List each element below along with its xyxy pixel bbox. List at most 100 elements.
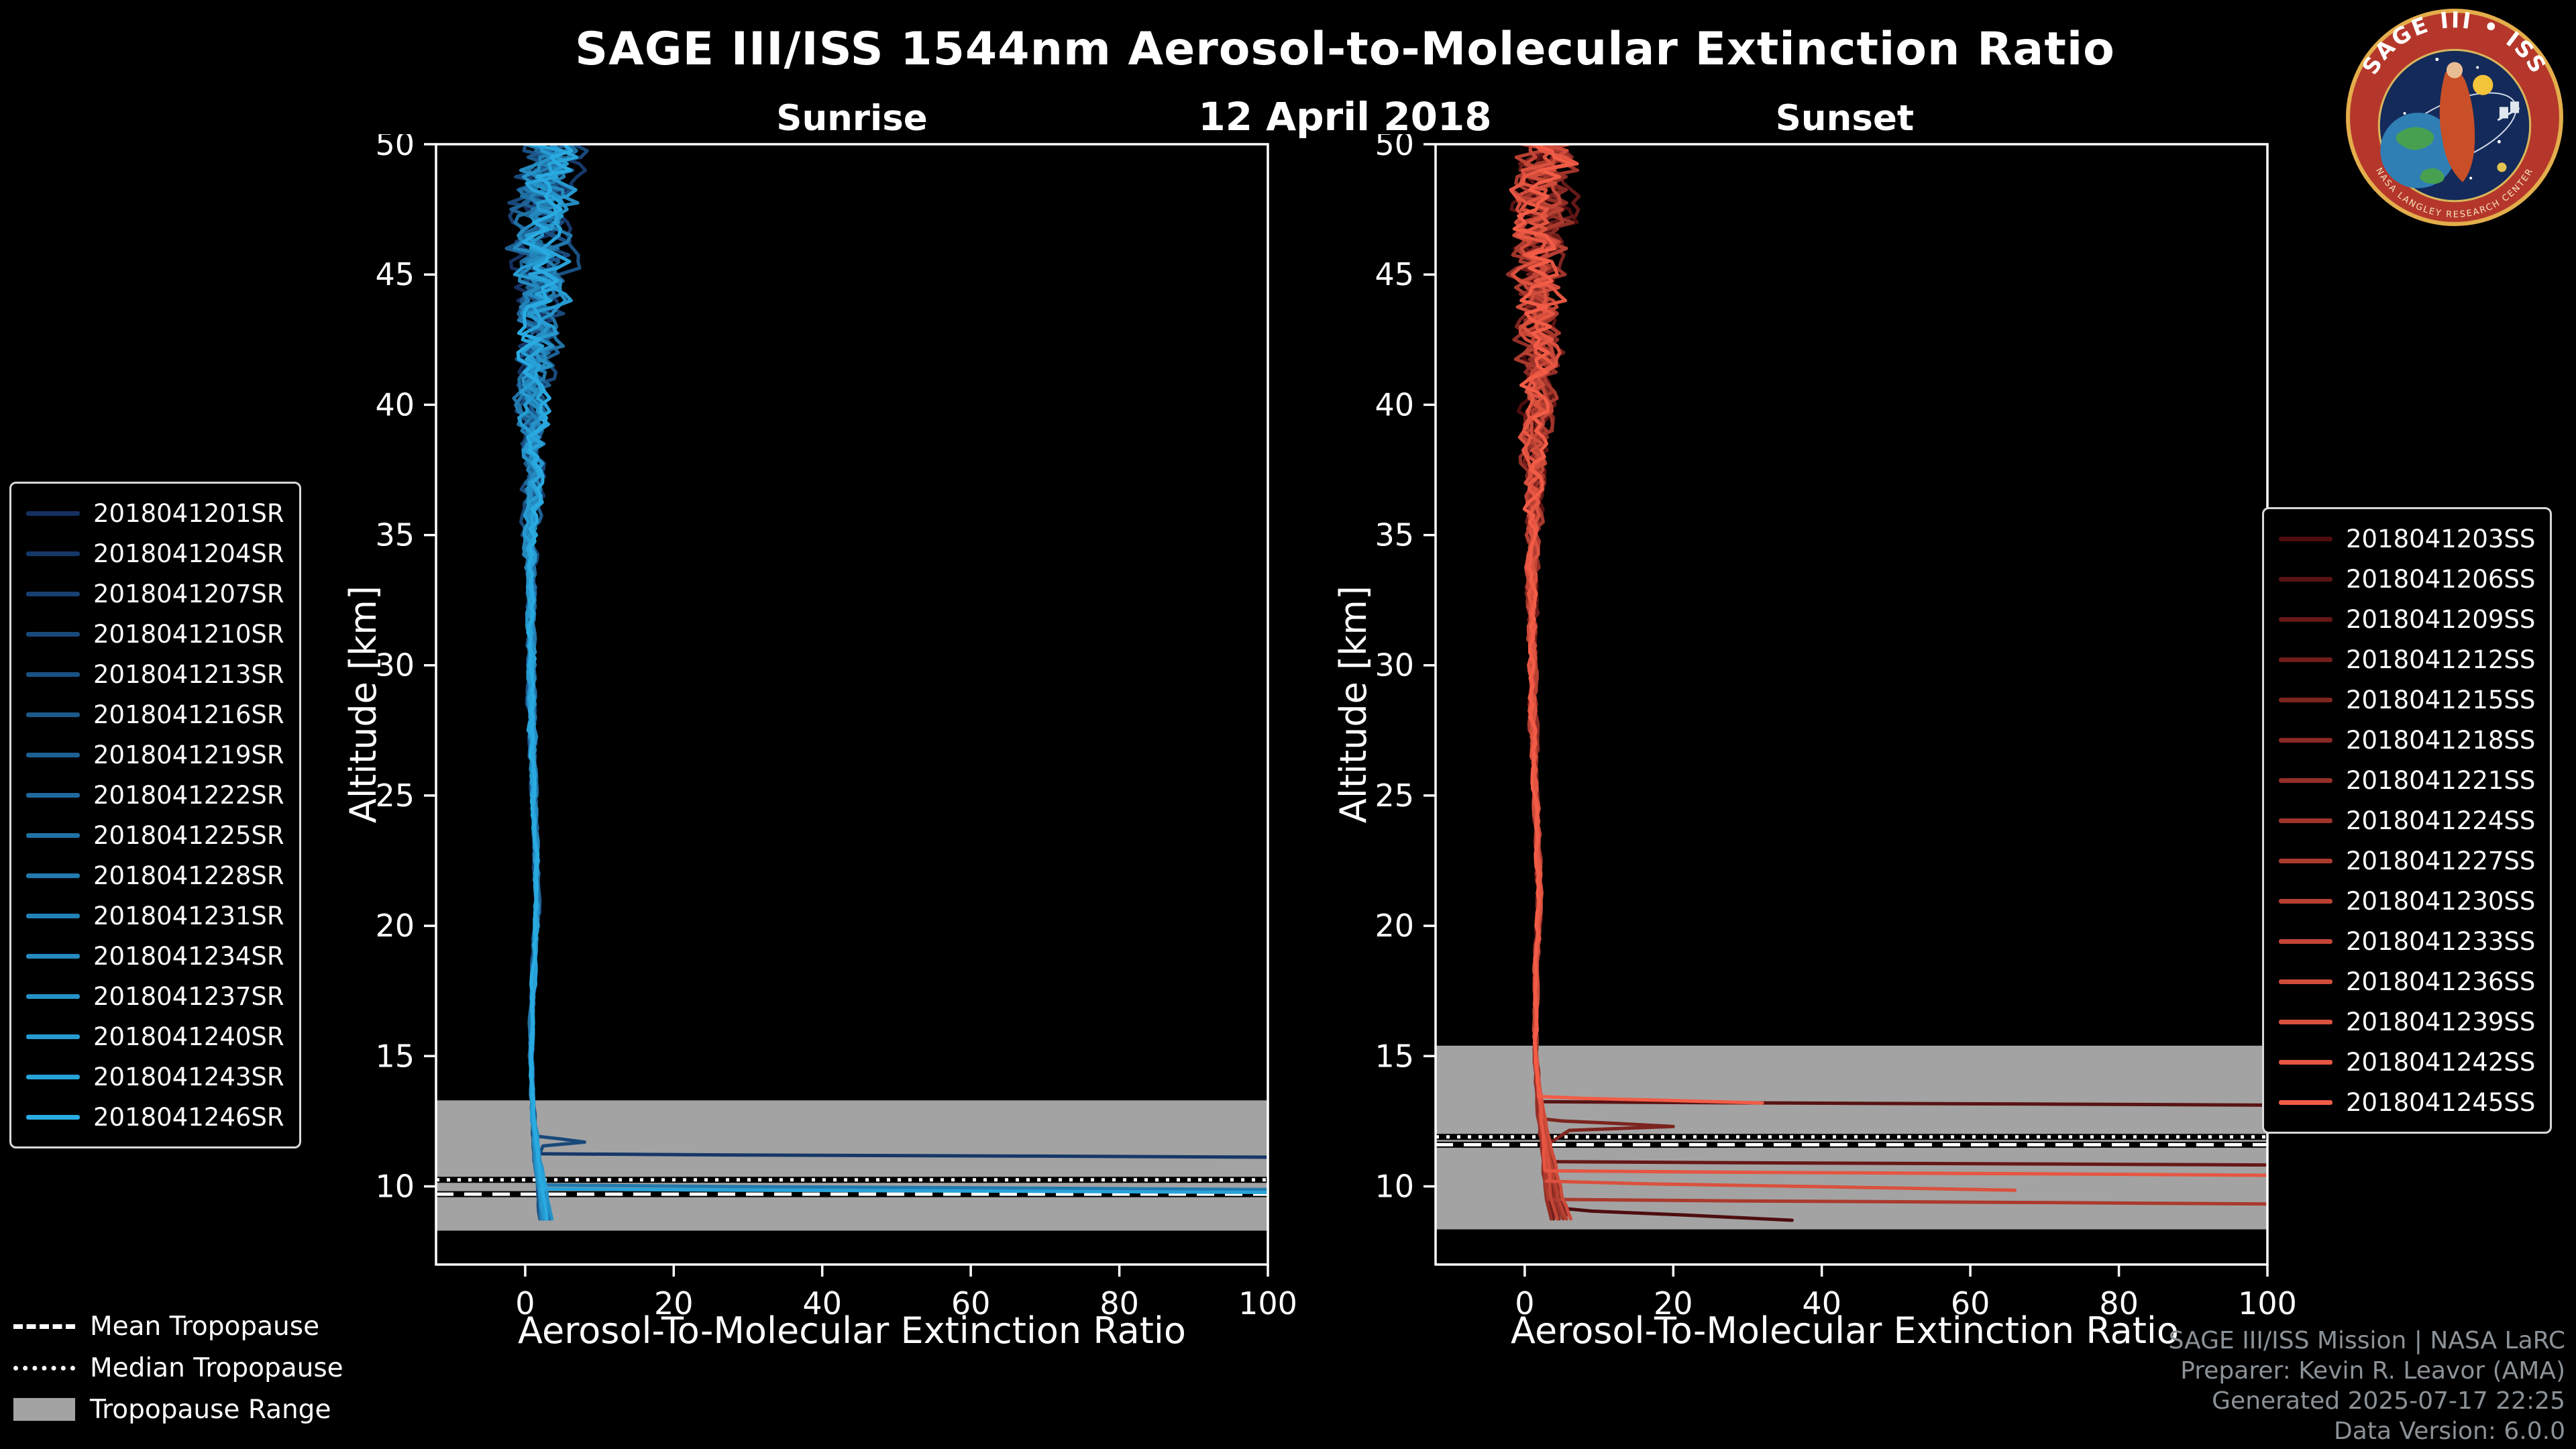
legend-item: 2018041228SR [26, 855, 284, 896]
legend-label: 2018041209SS [2346, 604, 2536, 634]
legend-label: 2018041203SS [2346, 524, 2536, 553]
legend-line-swatch [26, 833, 80, 838]
legend-line-swatch [26, 913, 80, 918]
profile-lines [1505, 144, 2267, 1222]
sunrise-y-axis-label: Altitude [km] [342, 585, 384, 824]
logo-stars [2403, 57, 2501, 180]
legend-label: 2018041221SS [2346, 765, 2536, 795]
sunrise-x-axis-label: Aerosol-To-Molecular Extinction Ratio [518, 1309, 1186, 1352]
legend-label: 2018041218SS [2346, 725, 2536, 755]
credit-preparer: Preparer: Kevin R. Leavor (AMA) [2180, 1357, 2565, 1385]
legend-item: 2018041234SR [26, 936, 284, 976]
legend-label: 2018041233SS [2346, 926, 2536, 956]
svg-text:25: 25 [1375, 777, 1414, 814]
svg-text:15: 15 [1375, 1038, 1414, 1074]
legend-line-swatch [2279, 616, 2332, 622]
tropopause-range-band [436, 1100, 1268, 1231]
legend-item: 2018041210SR [26, 614, 284, 654]
legend-label: 2018041222SR [93, 780, 284, 810]
svg-text:25: 25 [375, 777, 415, 814]
svg-text:50: 50 [1375, 134, 1414, 162]
legend-line-swatch [2279, 777, 2332, 783]
logo-moon [2497, 162, 2507, 172]
svg-text:30: 30 [375, 647, 415, 684]
svg-text:80: 80 [1099, 1285, 1139, 1322]
legend-label: 2018041236SS [2346, 967, 2536, 996]
legend-item: 2018041224SS [2279, 800, 2535, 841]
legend-label: 2018041231SR [93, 901, 284, 930]
legend-item: 2018041231SR [26, 896, 284, 936]
legend-label: 2018041243SR [93, 1062, 284, 1091]
legend-line-swatch [26, 752, 80, 757]
svg-text:80: 80 [2099, 1285, 2139, 1322]
legend-item: 2018041245SS [2279, 1082, 2535, 1122]
legend-item: 2018041230SS [2279, 881, 2535, 921]
legend-item: 2018041212SS [2279, 639, 2535, 680]
legend-item: 2018041216SR [26, 694, 284, 735]
legend-label: 2018041246SR [93, 1102, 284, 1132]
legend-item: 2018041243SR [26, 1057, 284, 1097]
figure-date: 12 April 2018 [1198, 94, 1492, 140]
legend-label: 2018041215SS [2346, 685, 2536, 714]
legend-line-swatch [2279, 697, 2332, 702]
legend-item: 2018041222SR [26, 775, 284, 815]
legend-item: 2018041203SS [2279, 519, 2535, 559]
svg-text:10: 10 [1375, 1169, 1414, 1205]
legend-item: 2018041236SS [2279, 961, 2535, 1002]
legend-label: 2018041234SR [93, 941, 284, 971]
legend-item: 2018041239SS [2279, 1002, 2535, 1042]
legend-label: 2018041228SR [93, 861, 284, 890]
x-axis: 0 20 40 60 80 100 [515, 1265, 1297, 1322]
sunset-legend: 2018041203SS 2018041206SS 2018041209SS 2018… [2262, 507, 2553, 1134]
legend-item: 2018041213SR [26, 654, 284, 694]
legend-label: 2018041204SR [93, 539, 284, 568]
x-axis: 0 20 40 60 80 100 [1515, 1265, 2297, 1322]
legend-label: 2018041219SR [93, 740, 284, 769]
svg-text:45: 45 [375, 256, 415, 292]
y-axis: 10 15 20 25 30 35 40 45 50 [1375, 134, 1436, 1205]
legend-line-swatch [26, 672, 80, 677]
legend-label: 2018041240SR [93, 1022, 284, 1051]
sunset-chart: 0 20 40 60 80 100 10 15 20 25 30 35 40 45 50 [1375, 134, 2297, 1322]
svg-text:0: 0 [515, 1285, 535, 1322]
legend-line-swatch [2279, 737, 2332, 743]
svg-text:60: 60 [951, 1285, 991, 1322]
svg-text:20: 20 [1654, 1285, 1693, 1322]
legend-item: 2018041219SR [26, 735, 284, 775]
legend-line-swatch [2279, 576, 2332, 582]
svg-text:35: 35 [1375, 517, 1414, 553]
median-tropopause-legend-item: Median Tropopause [13, 1347, 343, 1389]
legend-label: 2018041210SR [93, 619, 284, 649]
svg-text:15: 15 [375, 1038, 415, 1074]
legend-item: 2018041225SR [26, 815, 284, 855]
legend-line-swatch [2279, 818, 2332, 823]
legend-label: 2018041213SR [93, 659, 284, 689]
logo-figure-robe [2439, 66, 2475, 182]
panel-title-sunrise: Sunrise [776, 98, 928, 139]
tropopause-range-label: Tropopause Range [90, 1394, 331, 1425]
svg-text:10: 10 [375, 1169, 415, 1205]
median-tropopause-label: Median Tropopause [90, 1352, 343, 1383]
legend-line-swatch [2279, 938, 2332, 944]
legend-label: 2018041224SS [2346, 806, 2536, 835]
credits: SAGE III/ISS Mission | NASA LaRC Prepare… [2169, 1326, 2565, 1446]
legend-item: 2018041242SS [2279, 1042, 2535, 1082]
figure-title: SAGE III/ISS 1544nm Aerosol-to-Molecular… [575, 23, 2115, 76]
legend-label: 2018041225SR [93, 820, 284, 850]
tropopause-range-legend-item: Tropopause Range [13, 1389, 343, 1430]
legend-item: 2018041221SS [2279, 760, 2535, 800]
legend-label: 2018041212SS [2346, 645, 2536, 674]
gray-band-swatch [13, 1398, 75, 1421]
svg-text:50: 50 [375, 134, 415, 162]
legend-item: 2018041246SR [26, 1097, 284, 1137]
plot-frame [435, 143, 1269, 1266]
legend-line-swatch [2279, 1019, 2332, 1024]
legend-line-swatch [26, 551, 80, 556]
legend-item: 2018041204SR [26, 533, 284, 574]
legend-item: 2018041240SR [26, 1016, 284, 1057]
legend-line-swatch [26, 1034, 80, 1039]
legend-item: 2018041209SS [2279, 599, 2535, 639]
legend-line-swatch [26, 994, 80, 999]
svg-text:60: 60 [1951, 1285, 1990, 1322]
legend-item: 2018041201SR [26, 493, 284, 533]
